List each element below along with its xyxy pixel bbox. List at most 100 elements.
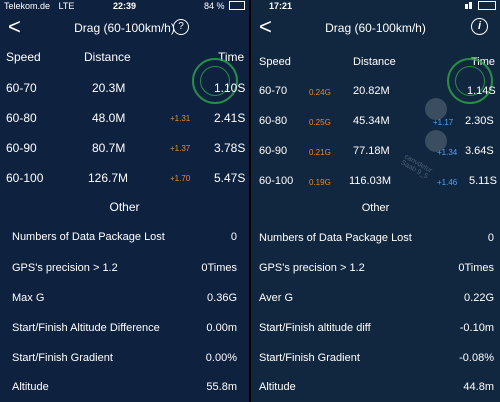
stat-row: Start/Finish altitude diff -0.10m bbox=[251, 322, 500, 340]
time-cell: 3.78S bbox=[214, 141, 246, 155]
stat-label: Altitude bbox=[12, 381, 49, 393]
nav-bar: < Drag (60-100km/h) ? bbox=[0, 12, 249, 44]
stat-value: 44.8m bbox=[463, 381, 494, 393]
speed-cell: 60-90 bbox=[6, 141, 37, 155]
stat-row: Start/Finish Altitude Difference 0.00m bbox=[0, 322, 249, 340]
header-speed: Speed bbox=[259, 56, 291, 68]
back-button[interactable]: < bbox=[8, 14, 21, 39]
stat-row: Max G 0.36G bbox=[0, 292, 249, 310]
stat-value: -0.08% bbox=[459, 352, 494, 364]
delta-cell: +1.70 bbox=[170, 174, 191, 183]
stat-value: 0 bbox=[230, 231, 237, 243]
stat-value: 0.36G bbox=[207, 292, 237, 304]
stat-label: GPS's precision > 1.2 bbox=[12, 262, 118, 274]
stat-label: GPS's precision > 1.2 bbox=[259, 262, 365, 274]
time-cell: 5.47S bbox=[214, 171, 246, 185]
clock: 17:21 bbox=[269, 1, 293, 11]
table-row: 60-90 0.21G 77.18M +1.34 3.64S bbox=[251, 145, 500, 165]
stat-label: Start/Finish Altitude Difference bbox=[12, 322, 160, 334]
time-cell: 3.64S bbox=[465, 145, 494, 157]
stat-label: Start/Finish Gradient bbox=[12, 352, 113, 364]
battery-icon bbox=[229, 1, 245, 10]
page-title: Drag (60-100km/h) bbox=[74, 21, 175, 35]
stat-value: 0Times bbox=[458, 262, 494, 274]
stat-value: 55.8m bbox=[206, 381, 237, 393]
stat-label: Max G bbox=[12, 292, 45, 304]
stat-label: Start/Finish altitude diff bbox=[259, 322, 371, 334]
table-row: 60-100 126.7M +1.70 5.47S bbox=[0, 171, 249, 191]
g-cell: 0.24G bbox=[309, 88, 331, 97]
delta-cell: +1.46 bbox=[437, 178, 458, 187]
stamp-icon bbox=[192, 58, 238, 104]
stat-label: Start/Finish Gradient bbox=[259, 352, 360, 364]
table-row: 60-70 20.3M 1.10S bbox=[0, 81, 249, 101]
signal-battery-icon bbox=[465, 0, 496, 12]
battery: 84 % bbox=[204, 0, 245, 12]
time-cell: 1.14S bbox=[467, 85, 496, 97]
status-bar: Telekom.de LTE 22:39 84 % bbox=[0, 0, 249, 12]
stat-value: 0 bbox=[487, 232, 494, 244]
speed-cell: 60-70 bbox=[6, 81, 37, 95]
distance-cell: 126.7M bbox=[88, 171, 129, 185]
distance-cell: 20.82M bbox=[353, 85, 390, 97]
g-cell: 0.25G bbox=[309, 118, 331, 127]
speed-cell: 60-80 bbox=[259, 115, 288, 127]
stat-row: Aver G 0.22G bbox=[251, 292, 500, 310]
table-row: 60-70 0.24G 20.82M 1.14S bbox=[251, 85, 500, 105]
header-distance: Distance bbox=[84, 50, 131, 64]
time-cell: 1.10S bbox=[214, 81, 246, 95]
delta-cell: +1.34 bbox=[437, 148, 458, 157]
info-button[interactable]: i bbox=[471, 18, 488, 35]
table-row: 60-80 0.25G 45.34M +1.17 2.30S bbox=[251, 115, 500, 135]
distance-cell: 48.0M bbox=[92, 111, 126, 125]
stat-value: -0.10m bbox=[459, 322, 494, 334]
stat-value: 0.00m bbox=[206, 322, 237, 334]
stat-row: Altitude 55.8m bbox=[0, 381, 249, 399]
speed-cell: 60-100 bbox=[6, 171, 44, 185]
distance-cell: 45.34M bbox=[353, 115, 390, 127]
right-screen: 17:21 < Drag (60-100km/h) i Speed Distan… bbox=[251, 0, 500, 402]
time-cell: 2.30S bbox=[465, 115, 494, 127]
distance-cell: 77.18M bbox=[353, 145, 390, 157]
distance-cell: 20.3M bbox=[92, 81, 126, 95]
time-cell: 5.11S bbox=[469, 175, 497, 187]
nav-bar: < Drag (60-100km/h) i bbox=[251, 12, 500, 44]
left-screen: Telekom.de LTE 22:39 84 % < Drag (60-100… bbox=[0, 0, 249, 402]
stamp-icon bbox=[447, 58, 493, 104]
delta-cell: +1.17 bbox=[433, 118, 454, 127]
delta-cell: +1.37 bbox=[170, 144, 191, 153]
help-button[interactable]: ? bbox=[173, 19, 189, 35]
carrier: Telekom.de bbox=[4, 1, 51, 11]
stat-value: 0.22G bbox=[464, 292, 494, 304]
other-section-title: Other bbox=[109, 200, 140, 214]
network: LTE bbox=[58, 1, 75, 11]
stat-row: GPS's precision > 1.2 0Times bbox=[0, 262, 249, 280]
back-button[interactable]: < bbox=[259, 14, 272, 39]
stat-row: Start/Finish Gradient 0.00% bbox=[0, 352, 249, 370]
time-cell: 2.41S bbox=[214, 111, 246, 125]
screen-divider bbox=[249, 0, 251, 402]
table-row: 60-100 0.19G 116.03M +1.46 5.11S bbox=[251, 175, 500, 195]
stat-label: Numbers of Data Package Lost bbox=[259, 232, 412, 244]
stat-row: Numbers of Data Package Lost 0 bbox=[0, 231, 249, 249]
header-speed: Speed bbox=[6, 50, 41, 64]
speed-cell: 60-100 bbox=[259, 175, 294, 187]
speed-cell: 60-90 bbox=[259, 145, 288, 157]
g-cell: 0.19G bbox=[309, 178, 331, 187]
table-row: 60-80 48.0M +1.31 2.41S bbox=[0, 111, 249, 131]
page-title: Drag (60-100km/h) bbox=[325, 21, 426, 35]
stat-row: Numbers of Data Package Lost 0 bbox=[251, 232, 500, 250]
stat-row: Start/Finish Gradient -0.08% bbox=[251, 352, 500, 370]
stat-row: Altitude 44.8m bbox=[251, 381, 500, 399]
header-distance: Distance bbox=[353, 56, 396, 68]
stat-row: GPS's precision > 1.2 0Times bbox=[251, 262, 500, 280]
speed-cell: 60-70 bbox=[259, 85, 288, 97]
watermark-dot bbox=[425, 98, 447, 120]
battery-label: 84 % bbox=[203, 1, 225, 11]
speed-cell: 60-80 bbox=[6, 111, 37, 125]
stat-label: Aver G bbox=[259, 292, 294, 304]
g-cell: 0.21G bbox=[309, 148, 331, 157]
other-section-title: Other bbox=[361, 202, 390, 214]
stat-label: Altitude bbox=[259, 381, 296, 393]
